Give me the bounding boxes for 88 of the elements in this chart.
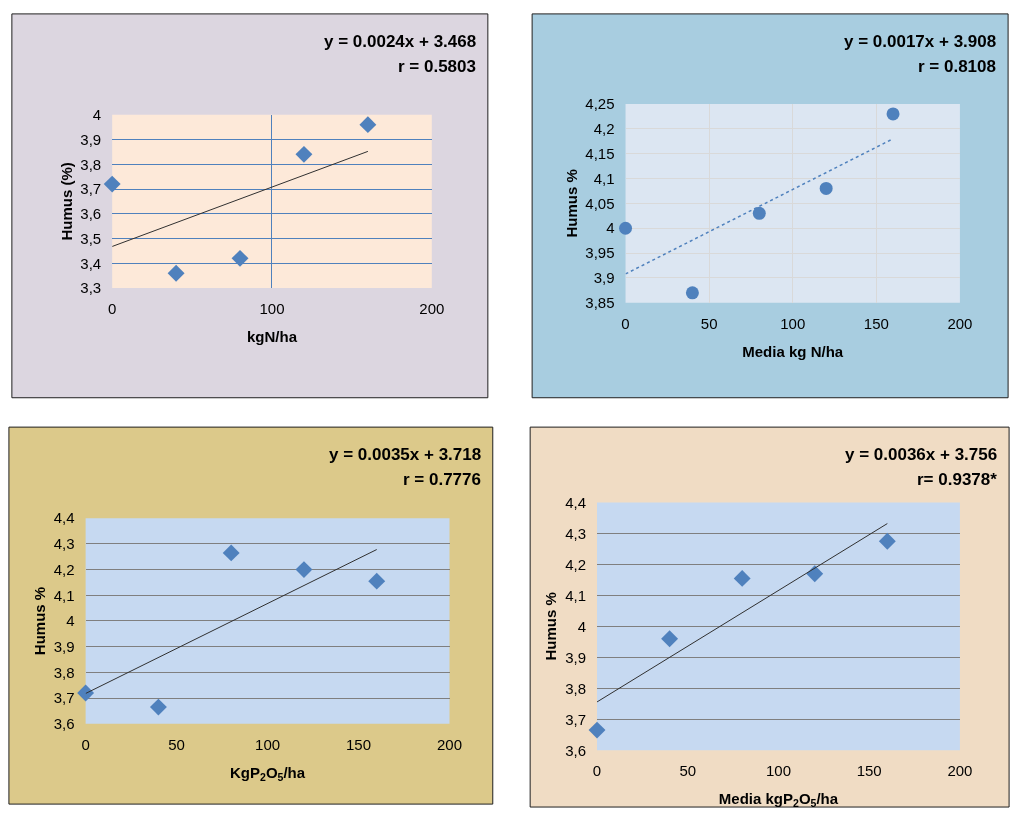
point	[103, 175, 121, 193]
text: r = 0.7776	[403, 470, 481, 489]
y-tick-label: 3,7	[565, 710, 587, 728]
point	[77, 684, 95, 702]
y-tick-label: 3,9	[53, 637, 75, 655]
y-tick-label: 3,4	[80, 254, 102, 272]
y-tick-label: 4,1	[565, 586, 587, 604]
x-tick-label: 0	[621, 314, 630, 332]
x-tick-label: 100	[780, 314, 806, 332]
x-tick-label: 100	[255, 735, 281, 753]
y-tick-label: 3,6	[80, 205, 102, 223]
y-axis-title: Humus %	[562, 169, 580, 238]
y-tick-label: 3,85	[585, 294, 615, 312]
text: y = 0.0036x + 3.756	[845, 445, 998, 464]
y-tick-label: 3,6	[53, 715, 75, 733]
x-tick-label: 50	[679, 762, 697, 780]
y-tick-label: 3,6	[565, 741, 587, 759]
point	[231, 249, 249, 267]
point	[661, 630, 679, 648]
point	[222, 544, 240, 562]
x-tick-label: 100	[259, 300, 285, 318]
point	[878, 532, 896, 550]
y-tick-label: 3,8	[80, 155, 102, 173]
y-tick-label: 3,7	[53, 689, 75, 707]
x-tick-label: 100	[765, 762, 791, 780]
y-tick-label: 3,9	[80, 130, 102, 148]
point	[359, 116, 377, 134]
point	[685, 286, 699, 300]
y-tick-label: 4,2	[593, 120, 615, 138]
y-tick-label: 4	[66, 612, 75, 630]
y-tick-label: 4,15	[585, 144, 615, 162]
y-tick-label: 3,9	[593, 269, 615, 287]
text: r= 0.9378*	[917, 470, 998, 489]
x-tick-label: 150	[856, 762, 882, 780]
x-tick-label: 0	[592, 762, 602, 780]
y-tick-label: 4,2	[565, 555, 587, 573]
y-axis-title: Humus (%)	[57, 162, 75, 241]
y-tick-label: 3,8	[53, 663, 75, 681]
y-tick-label: 3,95	[585, 244, 615, 262]
text: r = 0.5803	[398, 57, 476, 76]
x-tick-label: 150	[346, 735, 372, 753]
text: y = 0.0017x + 3.908	[844, 32, 997, 51]
y-tick-label: 4,3	[53, 535, 75, 553]
y-tick-label: 4,4	[53, 509, 75, 527]
point	[149, 698, 167, 716]
x-tick-label: 200	[436, 735, 463, 753]
y-tick-label: 4,25	[585, 95, 615, 113]
y-axis-title: Humus %	[542, 592, 560, 661]
text: y = 0.0024x + 3.468	[324, 32, 477, 51]
x-axis-title: KgP$_{2}$O$_{5}$/ha	[230, 763, 306, 783]
y-tick-label: 4,3	[565, 524, 587, 542]
point	[819, 181, 833, 195]
y-tick-label: 3,3	[80, 279, 102, 297]
text: y = 0.0035x + 3.718	[329, 445, 482, 464]
y-tick-label: 3,9	[565, 648, 587, 666]
point	[167, 264, 185, 282]
point	[752, 206, 766, 220]
x-tick-label: 150	[863, 314, 889, 332]
point	[619, 221, 633, 235]
y-tick-label: 4	[577, 617, 587, 635]
point	[588, 721, 606, 739]
point	[886, 107, 900, 121]
x-axis-title: Media kg N/ha	[742, 342, 844, 360]
y-axis-title: Humus %	[31, 586, 49, 656]
x-tick-label: 200	[419, 300, 445, 318]
x-tick-label: 200	[947, 762, 973, 780]
y-tick-label: 4,05	[585, 194, 615, 212]
x-tick-label: 0	[81, 735, 90, 753]
point	[295, 145, 313, 163]
y-tick-label: 3,7	[80, 180, 102, 198]
point	[295, 561, 313, 579]
point	[368, 572, 386, 590]
y-tick-label: 4,4	[565, 493, 587, 511]
x-tick-label: 50	[700, 314, 718, 332]
y-tick-label: 4	[92, 106, 102, 123]
text: r = 0.8108	[918, 57, 996, 76]
point	[733, 569, 751, 587]
x-axis-title: Media kgP$_{2}$O$_{5}$/ha	[718, 790, 839, 810]
y-tick-label: 4	[606, 219, 615, 237]
y-tick-label: 3,5	[80, 229, 102, 247]
y-tick-label: 3,8	[565, 679, 587, 697]
x-tick-label: 200	[947, 314, 973, 332]
x-tick-label: 0	[108, 300, 117, 318]
x-tick-label: 50	[168, 735, 185, 753]
x-axis-title: kgN/ha	[246, 328, 298, 346]
y-tick-label: 4,1	[53, 586, 75, 604]
y-tick-label: 4,2	[53, 560, 75, 578]
y-tick-label: 4,1	[593, 169, 615, 187]
